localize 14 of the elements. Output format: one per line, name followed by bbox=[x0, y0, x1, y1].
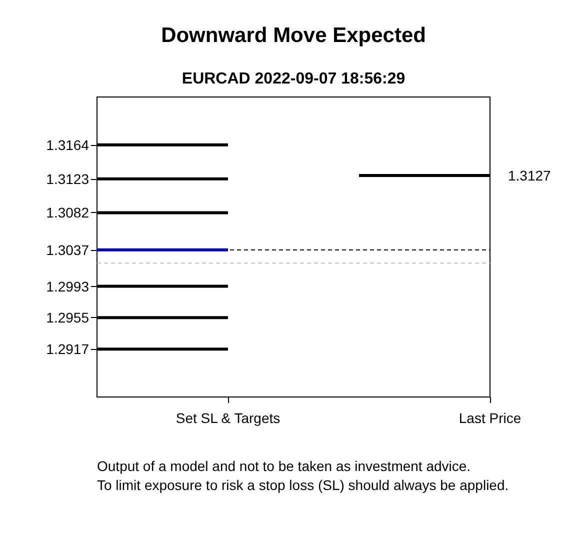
y-tick-label: 1.3037 bbox=[46, 242, 90, 258]
y-tick-label: 1.2993 bbox=[46, 278, 90, 294]
x-tick-label: Set SL & Targets bbox=[176, 410, 280, 426]
y-tick-label: 1.3123 bbox=[46, 170, 90, 187]
y-tick-label: 1.2917 bbox=[46, 341, 90, 358]
data-label: 1.3127 bbox=[508, 168, 552, 184]
y-tick-label: 1.2955 bbox=[46, 310, 90, 326]
y-tick-label: 1.3082 bbox=[46, 204, 90, 221]
y-tick-label: 1.3164 bbox=[46, 136, 90, 153]
text: Output of a model and not to be taken as investment advice. bbox=[97, 458, 471, 474]
chart-subtitle: EURCAD 2022-09-07 18:56:29 bbox=[182, 70, 406, 88]
chart-title: Downward Move Expected bbox=[161, 24, 426, 47]
text: To limit exposure to risk a stop loss (SL) should always be applied. bbox=[97, 477, 509, 493]
x-tick-label: Last Price bbox=[458, 410, 522, 426]
